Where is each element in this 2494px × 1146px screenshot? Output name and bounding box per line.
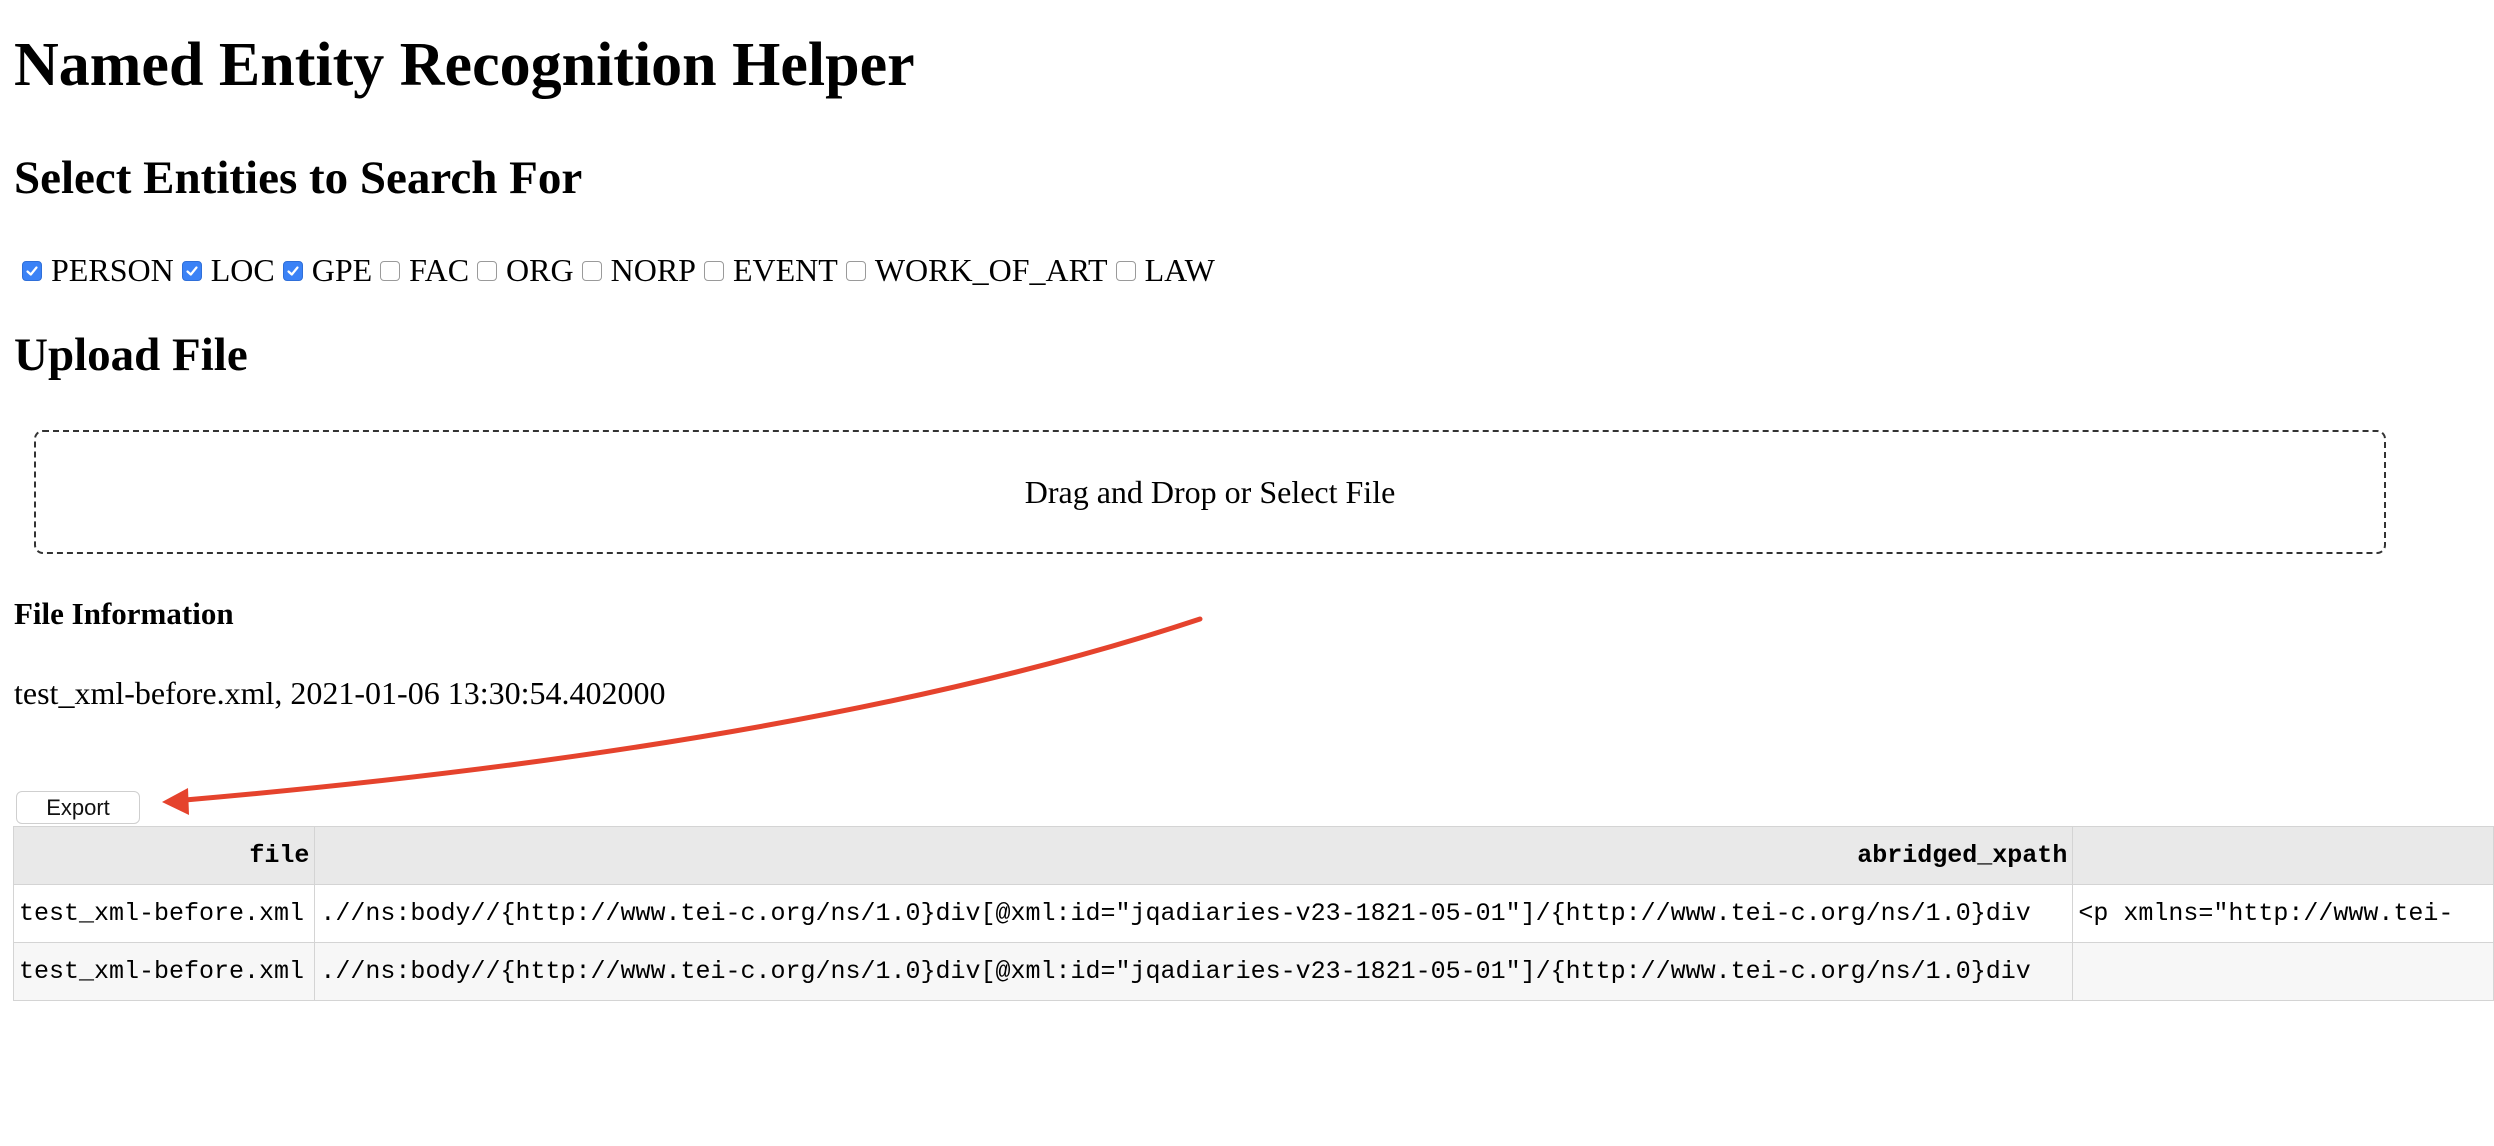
checkbox-event[interactable] — [703, 260, 724, 281]
upload-heading: Upload File — [14, 329, 248, 381]
checkbox-org[interactable] — [477, 260, 498, 281]
annotation-arrow-head — [162, 788, 189, 815]
checkbox-fac[interactable] — [380, 260, 401, 281]
entity-option-law[interactable]: LAW — [1115, 252, 1215, 289]
table-row: test_xml-before.xml .//ns:body//{http://… — [12, 884, 2494, 943]
entities-heading: Select Entities to Search For — [14, 152, 583, 204]
entity-label: GPE — [311, 252, 373, 288]
checkmark-icon — [186, 265, 198, 276]
entity-label: EVENT — [732, 252, 838, 288]
entity-label: WORK_OF_ART — [874, 252, 1108, 288]
table-cell-file[interactable]: test_xml-before.xml — [12, 884, 316, 943]
table-header-row: file abridged_xpath — [12, 826, 2494, 885]
entity-option-loc[interactable]: LOC — [181, 252, 275, 289]
file-info-heading: File Information — [14, 596, 234, 631]
entity-option-work-of-art[interactable]: WORK_OF_ART — [845, 252, 1108, 289]
export-button[interactable]: Export — [16, 791, 140, 824]
checkbox-gpe[interactable] — [282, 260, 303, 281]
checkbox-norp[interactable] — [581, 260, 602, 281]
table-cell-context[interactable] — [2072, 942, 2494, 1001]
table-cell-xpath[interactable]: .//ns:body//{http://www.tei-c.org/ns/1.0… — [314, 942, 2074, 1001]
column-header-context[interactable] — [2072, 826, 2494, 885]
table-cell-context[interactable]: <p xmlns="http://www.tei- — [2072, 884, 2494, 943]
checkmark-icon — [26, 265, 38, 276]
entity-option-norp[interactable]: NORP — [581, 252, 696, 289]
checkmark-icon — [287, 265, 299, 276]
table-cell-file[interactable]: test_xml-before.xml — [12, 942, 316, 1001]
checkbox-loc[interactable] — [181, 260, 202, 281]
entity-option-fac[interactable]: FAC — [380, 252, 469, 289]
entity-label: LOC — [210, 252, 275, 288]
entity-option-gpe[interactable]: GPE — [282, 252, 373, 289]
results-table: file abridged_xpath test_xml-before.xml … — [12, 826, 2494, 1001]
entity-checklist: PERSON LOC GPE FAC ORG NORP EVENT WORK_ — [22, 252, 1223, 289]
entity-label: NORP — [610, 252, 696, 288]
checkbox-law[interactable] — [1115, 260, 1136, 281]
column-header-abridged-xpath[interactable]: abridged_xpath — [314, 826, 2074, 885]
file-info-text: test_xml-before.xml, 2021-01-06 13:30:54… — [14, 675, 666, 711]
entity-label: LAW — [1144, 252, 1215, 288]
entity-option-person[interactable]: PERSON — [22, 252, 174, 289]
column-header-file[interactable]: file — [12, 826, 316, 885]
file-dropzone[interactable]: Drag and Drop or Select File — [34, 430, 2386, 554]
entity-label: PERSON — [51, 252, 174, 288]
page-title: Named Entity Recognition Helper — [14, 31, 915, 99]
entity-option-event[interactable]: EVENT — [703, 252, 838, 289]
dropzone-label: Drag and Drop or Select File — [1024, 473, 1396, 510]
table-row: test_xml-before.xml .//ns:body//{http://… — [12, 942, 2494, 1001]
entity-label: FAC — [409, 252, 470, 288]
table-cell-xpath[interactable]: .//ns:body//{http://www.tei-c.org/ns/1.0… — [314, 884, 2074, 943]
checkbox-work-of-art[interactable] — [845, 260, 866, 281]
entity-label: ORG — [506, 252, 574, 288]
checkbox-person[interactable] — [22, 260, 42, 281]
entity-option-org[interactable]: ORG — [477, 252, 574, 289]
